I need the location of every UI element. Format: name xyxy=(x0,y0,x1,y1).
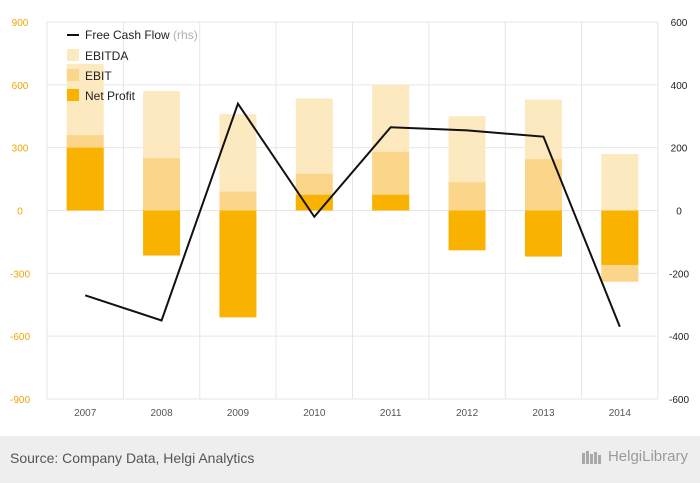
bar-net-profit xyxy=(143,210,181,256)
bar-ebit xyxy=(219,191,257,211)
x-tick-label: 2013 xyxy=(532,408,555,419)
y-tick-label-right: -200 xyxy=(669,269,689,280)
y-tick-label-left: 900 xyxy=(12,18,29,29)
bar-net-profit xyxy=(601,210,639,265)
legend-swatch-ebit xyxy=(67,69,79,81)
y-tick-label-left: -600 xyxy=(10,332,30,343)
legend-swatch-ebitda xyxy=(67,49,79,61)
y-tick-label-right: 400 xyxy=(671,81,688,92)
legend-label-net-profit: Net Profit xyxy=(85,89,136,103)
x-tick-label: 2014 xyxy=(609,408,632,419)
footer: Source: Company Data, Helgi Analytics He… xyxy=(0,436,700,483)
source-text: Source: Company Data, Helgi Analytics xyxy=(10,450,255,466)
y-tick-label-right: -400 xyxy=(669,332,689,343)
y-tick-label-right: 600 xyxy=(671,18,688,29)
x-tick-label: 2008 xyxy=(150,408,173,419)
bar-ebit xyxy=(143,158,181,211)
bar-ebit xyxy=(448,182,486,211)
helgilibrary-logo: HelgiLibrary xyxy=(581,448,688,465)
y-tick-label-left: -900 xyxy=(10,395,30,406)
bar-ebitda xyxy=(601,153,639,211)
y-tick-label-right: 0 xyxy=(676,207,682,218)
bar-net-profit xyxy=(372,194,410,211)
y-tick-label-left: -300 xyxy=(10,269,30,280)
legend-label-rhs: (rhs) xyxy=(173,28,198,42)
y-tick-label-left: 300 xyxy=(12,144,29,155)
legend-label-ebitda: EBITDA xyxy=(85,49,128,63)
x-tick-label: 2010 xyxy=(303,408,326,419)
bar-net-profit xyxy=(66,147,104,211)
chart-svg: 900 600 300 0 -300 -600 -900 600 400 200 0 -200 -400… xyxy=(10,18,689,419)
bar-net-profit xyxy=(448,210,486,251)
y-tick-label-right: 200 xyxy=(671,144,688,155)
legend-swatch-net-profit xyxy=(67,89,79,101)
legend-label-ebit: EBIT xyxy=(85,69,112,83)
x-tick-label: 2011 xyxy=(380,408,402,419)
bookshelf-icon xyxy=(581,450,601,464)
y-tick-label-left: 600 xyxy=(12,81,29,92)
y-tick-label-right: -600 xyxy=(669,395,689,406)
bar-net-profit xyxy=(219,210,257,318)
x-tick-label: 2009 xyxy=(227,408,250,419)
bar-net-profit xyxy=(524,210,562,257)
legend-label-free-cash-flow: Free Cash Flow (rhs) xyxy=(85,28,198,42)
line-free-cash-flow xyxy=(84,101,621,328)
y-tick-label-left: 0 xyxy=(17,207,23,218)
x-tick-label: 2007 xyxy=(74,408,97,419)
logo-text: HelgiLibrary xyxy=(607,448,688,465)
x-tick-label: 2012 xyxy=(456,408,479,419)
